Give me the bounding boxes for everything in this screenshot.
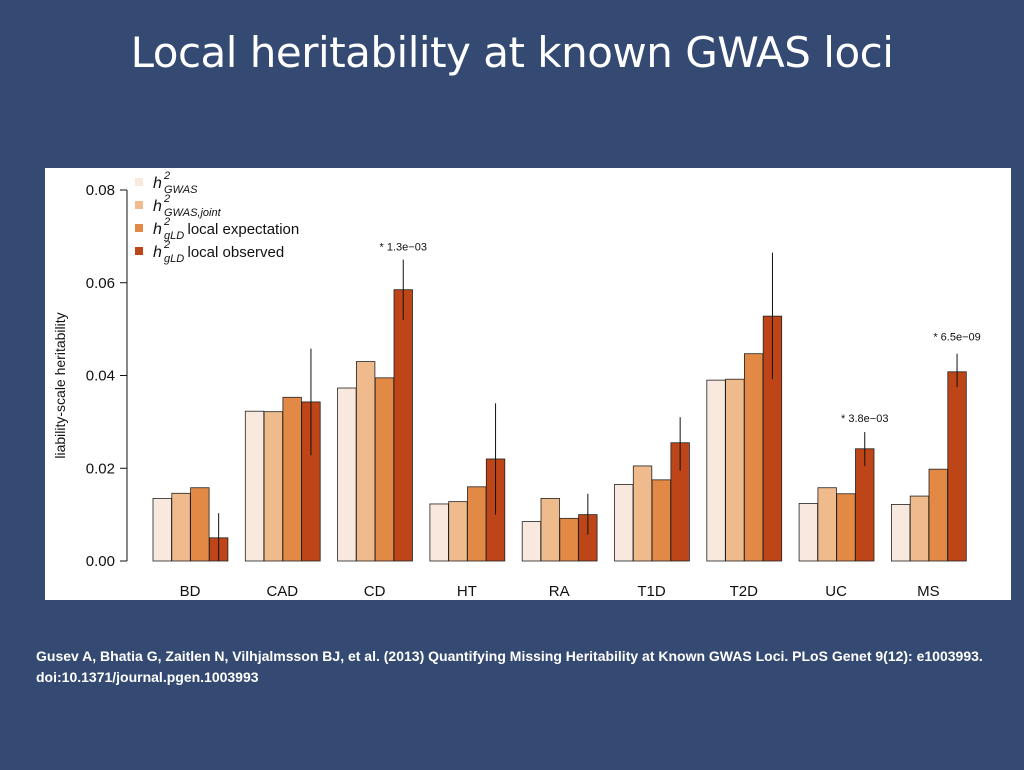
category-label: T2D bbox=[730, 583, 759, 600]
bar bbox=[171, 492, 191, 562]
bar bbox=[374, 377, 395, 562]
category-label: CAD bbox=[266, 583, 298, 600]
bar bbox=[467, 486, 487, 562]
legend-superscript: 2 bbox=[163, 170, 170, 182]
legend-symbol: h bbox=[153, 221, 162, 238]
legend-superscript: 2 bbox=[163, 216, 170, 228]
legend-swatch bbox=[135, 178, 143, 186]
y-tick-label: 0.04 bbox=[86, 368, 115, 385]
bar bbox=[928, 468, 948, 562]
bar bbox=[244, 410, 265, 562]
bar bbox=[521, 521, 542, 562]
bar bbox=[337, 387, 357, 562]
significance-annotation: * 6.5e−09 bbox=[933, 332, 980, 344]
y-tick-label: 0.06 bbox=[86, 275, 115, 292]
legend-symbol: h bbox=[153, 175, 162, 192]
legend-label: local observed bbox=[188, 244, 285, 261]
category-label: MS bbox=[917, 583, 940, 600]
category-label: CD bbox=[364, 583, 386, 600]
significance-annotation: * 3.8e−03 bbox=[841, 413, 888, 425]
bar bbox=[448, 501, 468, 562]
citation: Gusev A, Bhatia G, Zaitlen N, Vilhjalmss… bbox=[36, 646, 1021, 688]
chart-panel: 0.00 0.02 0.04 0.06 0.08 liability-scale heri… bbox=[45, 168, 1011, 600]
significance-annotation: * 1.3e−03 bbox=[380, 241, 427, 253]
bar bbox=[152, 497, 172, 562]
bar bbox=[540, 497, 560, 562]
slide-title: Local heritability at known GWAS loci bbox=[130, 28, 894, 77]
legend-symbol: h bbox=[153, 244, 162, 261]
legend-symbol: h bbox=[153, 198, 162, 215]
category-label: RA bbox=[549, 583, 570, 600]
bar bbox=[559, 517, 579, 562]
legend-label: local expectation bbox=[188, 221, 300, 238]
bar bbox=[891, 504, 911, 562]
bar bbox=[744, 353, 764, 562]
bar bbox=[947, 371, 967, 562]
bar-chart: 0.00 0.02 0.04 0.06 0.08 liability-scale heri… bbox=[52, 170, 981, 600]
legend-subscript: GWAS bbox=[164, 184, 198, 196]
category-label: HT bbox=[457, 583, 477, 600]
bar bbox=[817, 487, 837, 562]
legend-swatch bbox=[135, 247, 143, 255]
category-label: T1D bbox=[637, 583, 666, 600]
y-tick-label: 0.00 bbox=[86, 553, 115, 570]
bar bbox=[614, 484, 634, 562]
legend-subscript: GWAS,joint bbox=[164, 207, 222, 219]
legend-superscript: 2 bbox=[163, 193, 170, 205]
legend-subscript: gLD bbox=[164, 230, 184, 242]
legend-subscript: gLD bbox=[164, 253, 184, 265]
bar bbox=[632, 465, 653, 562]
bar bbox=[282, 396, 302, 562]
bar bbox=[429, 503, 449, 562]
bar bbox=[190, 487, 210, 562]
bar bbox=[263, 411, 284, 562]
bar bbox=[651, 479, 671, 562]
bar bbox=[393, 289, 413, 562]
citation-line-1: Gusev A, Bhatia G, Zaitlen N, Vilhjalmss… bbox=[36, 648, 983, 664]
bar bbox=[798, 503, 818, 562]
bar bbox=[836, 493, 856, 562]
bar bbox=[909, 495, 930, 562]
y-tick-label: 0.08 bbox=[86, 182, 115, 199]
y-tick-label: 0.02 bbox=[86, 460, 115, 477]
citation-line-2: doi:10.1371/journal.pgen.1003993 bbox=[36, 669, 259, 685]
category-label: BD bbox=[180, 583, 201, 600]
bar bbox=[355, 361, 376, 562]
legend-superscript: 2 bbox=[163, 239, 170, 251]
bar bbox=[725, 378, 745, 562]
legend-swatch bbox=[135, 201, 143, 209]
y-axis-title: liability-scale heritability bbox=[52, 312, 68, 458]
bar bbox=[706, 379, 726, 562]
category-label: UC bbox=[825, 583, 847, 600]
legend-swatch bbox=[135, 224, 143, 232]
